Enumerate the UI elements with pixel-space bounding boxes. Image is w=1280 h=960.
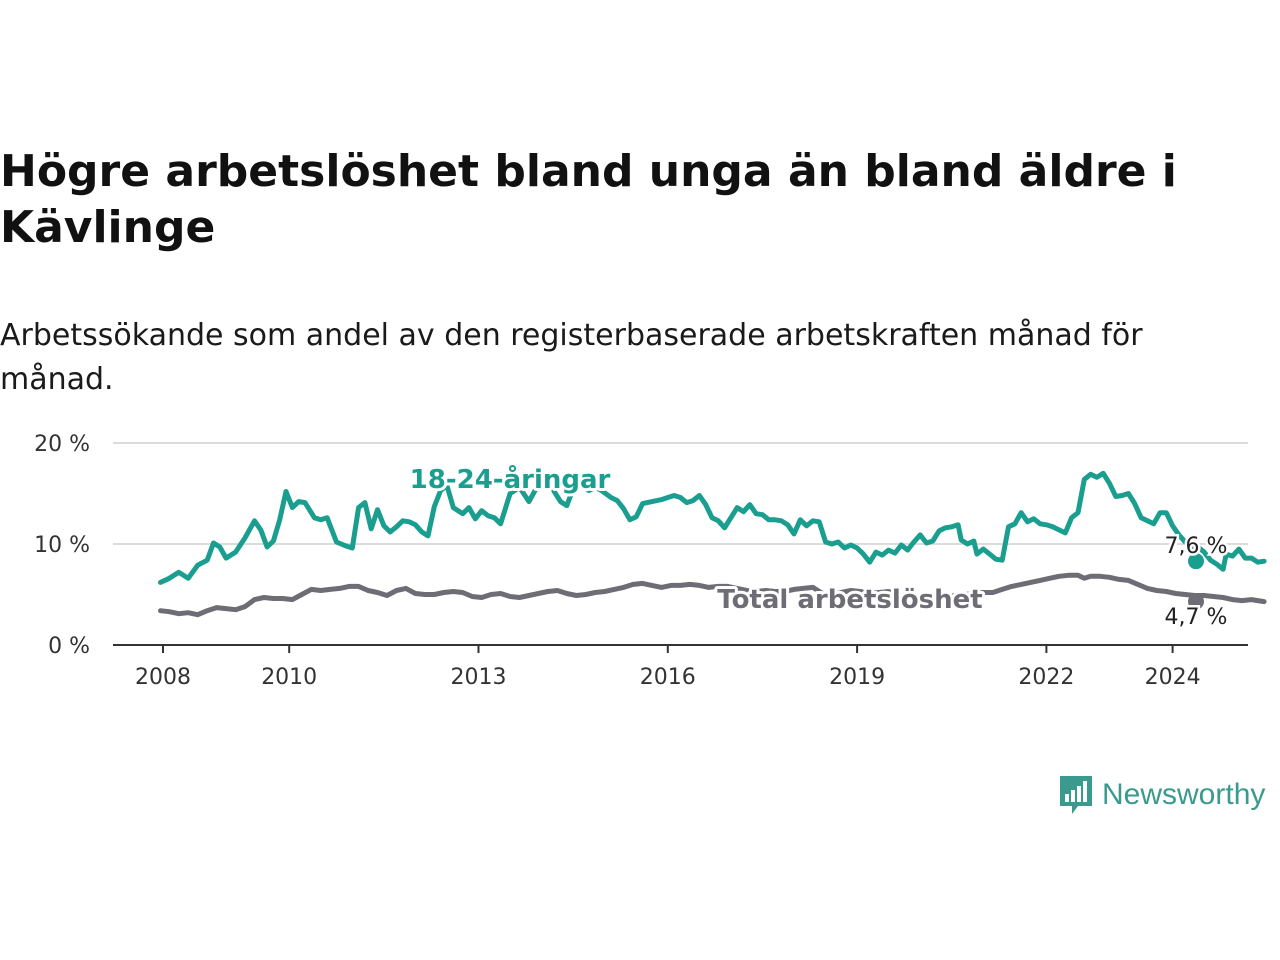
newsworthy-logo-icon bbox=[1060, 776, 1092, 814]
x-tick-label: 2013 bbox=[451, 665, 507, 690]
x-tick-label: 2024 bbox=[1145, 665, 1201, 690]
gridlines bbox=[113, 442, 1248, 545]
series-name-label-0: 18-24-åringar bbox=[410, 463, 611, 495]
series-line-1 bbox=[158, 572, 1267, 618]
line-chart: 0 % 10 % 20 % 2008 2010 2013 2016 2019 2022 2024… bbox=[34, 432, 1267, 690]
y-tick-label: 20 % bbox=[34, 432, 90, 457]
series-end-marker-1 bbox=[1188, 593, 1204, 610]
y-axis: 0 % 10 % 20 % bbox=[34, 432, 90, 659]
series-end-marker-0 bbox=[1188, 553, 1204, 570]
chart-subtitle: Arbetssökande som andel av den registerb… bbox=[0, 318, 1143, 397]
y-tick-label: 0 % bbox=[48, 634, 90, 659]
brand-logo: Newsworthy bbox=[1058, 772, 1265, 818]
x-tick-label: 2016 bbox=[640, 665, 696, 690]
x-tick-label: 2022 bbox=[1018, 665, 1074, 690]
series-end-value-label-0: 7,6 % bbox=[1165, 534, 1228, 559]
brand-name: Newsworthy bbox=[1102, 778, 1266, 811]
x-tick-label: 2019 bbox=[829, 665, 885, 690]
series-lines bbox=[158, 470, 1267, 618]
series-end-value-label-1: 4,7 % bbox=[1165, 605, 1228, 630]
x-tick-label: 2010 bbox=[261, 665, 317, 690]
chart-title: Högre arbetslöshet bland unga än bland ä… bbox=[0, 146, 1177, 253]
series-line-0 bbox=[158, 470, 1267, 585]
y-tick-label: 10 % bbox=[34, 533, 90, 558]
series-name-label-1: Total arbetslöshet bbox=[717, 585, 982, 615]
series-labels: 18-24-åringar Total arbetslöshet 7,6 % 4,7 … bbox=[407, 460, 1230, 633]
x-axis: 2008 2010 2013 2016 2019 2022 2024 bbox=[113, 644, 1248, 690]
x-tick-label: 2008 bbox=[135, 665, 191, 690]
